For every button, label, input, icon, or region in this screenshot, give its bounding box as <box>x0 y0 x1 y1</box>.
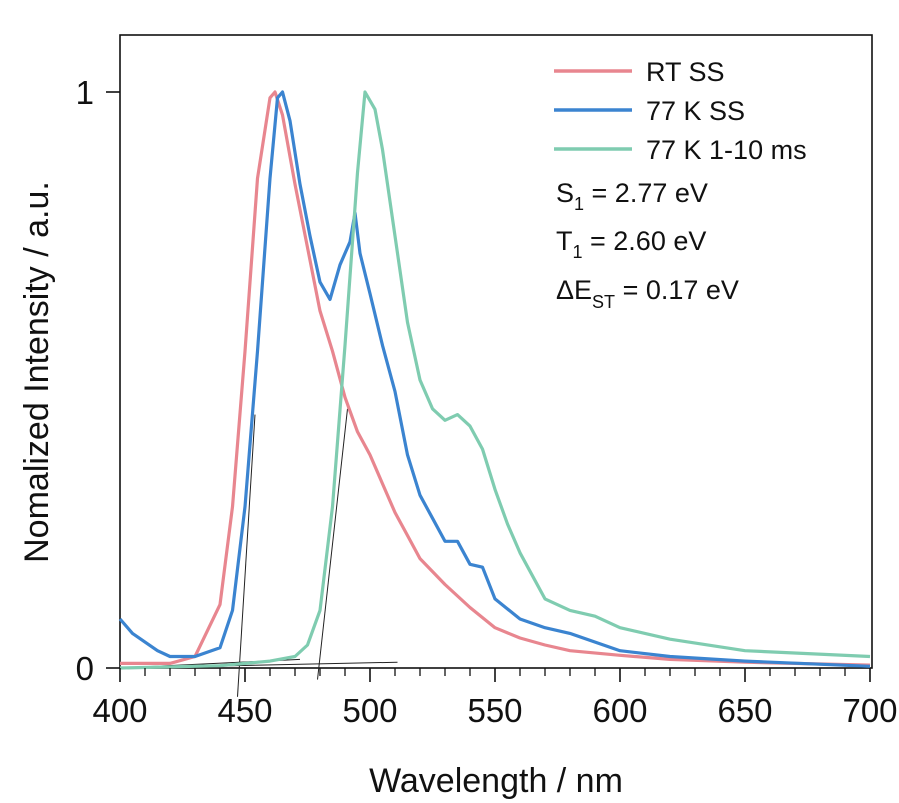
x-axis-title: Wavelength / nm <box>369 762 623 800</box>
series-line-rt-ss <box>120 90 871 667</box>
series-lines <box>118 90 871 670</box>
energy-annotations: S1 = 2.77 eV T1 = 2.60 eV ΔEST = 0.17 eV <box>556 178 739 312</box>
s1-annotation: S1 = 2.77 eV <box>556 178 708 214</box>
x-tick-label: 500 <box>342 692 397 729</box>
guide-line-1 <box>237 414 256 697</box>
legend-label: 77 K SS <box>646 96 745 126</box>
axis-tick-labels: 400 450 500 550 600 650 700 0 1 <box>76 74 898 729</box>
y-axis-title: Nomalized Intensity / a.u. <box>18 181 56 563</box>
legend-label: 77 K 1-10 ms <box>646 135 807 165</box>
series-line-77-k-1-10-ms <box>119 90 871 670</box>
series-line-77-k-ss <box>118 90 871 668</box>
legend-item: 77 K 1-10 ms <box>554 135 807 165</box>
x-tick-label: 550 <box>467 692 522 729</box>
x-tick-label: 600 <box>592 692 647 729</box>
legend-label: RT SS <box>646 57 725 87</box>
t1-annotation: T1 = 2.60 eV <box>556 226 706 262</box>
x-tick-label: 700 <box>842 692 897 729</box>
x-tick-label: 650 <box>717 692 772 729</box>
plot-frame <box>119 34 873 669</box>
legend: RT SS 77 K SS 77 K 1-10 ms <box>554 57 807 165</box>
legend-item: RT SS <box>554 57 725 87</box>
x-tick-label: 400 <box>92 692 147 729</box>
delta-est-annotation: ΔEST = 0.17 eV <box>556 275 739 312</box>
axis-ticks <box>106 91 871 682</box>
x-tick-label: 450 <box>217 692 272 729</box>
legend-item: 77 K SS <box>554 96 745 126</box>
guide-line-2 <box>317 408 348 680</box>
y-tick-label: 1 <box>76 74 94 111</box>
y-tick-label: 0 <box>76 650 94 687</box>
